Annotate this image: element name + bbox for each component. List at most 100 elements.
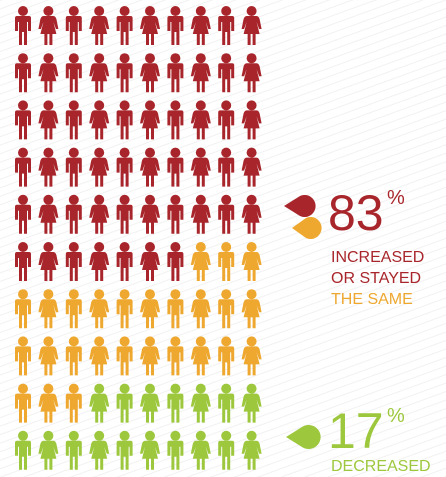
person-icon bbox=[140, 147, 160, 187]
person-icon bbox=[167, 194, 184, 234]
icon-body bbox=[15, 393, 31, 423]
person-icon bbox=[218, 242, 235, 281]
person-icon bbox=[190, 6, 211, 45]
icon-head bbox=[195, 430, 206, 441]
icon-head bbox=[43, 242, 54, 252]
icon-body bbox=[140, 63, 160, 93]
icon-body bbox=[190, 346, 211, 376]
icon-body bbox=[38, 440, 59, 470]
icon-head bbox=[170, 289, 181, 300]
icon-head bbox=[170, 242, 181, 252]
icon-head bbox=[18, 430, 28, 441]
icon-head bbox=[18, 147, 28, 158]
icon-body bbox=[167, 393, 184, 423]
icon-body bbox=[241, 252, 262, 281]
icon-head bbox=[68, 242, 79, 252]
icon-body bbox=[65, 299, 82, 329]
icon-head bbox=[18, 242, 28, 252]
icon-body bbox=[167, 252, 184, 281]
icon-head bbox=[43, 383, 54, 394]
icon-head bbox=[221, 289, 232, 300]
icon-head bbox=[221, 53, 232, 64]
icon-body bbox=[140, 110, 160, 140]
icon-head bbox=[119, 242, 130, 252]
person-icon bbox=[65, 430, 82, 470]
person-icon bbox=[116, 383, 133, 423]
icon-head bbox=[170, 383, 181, 394]
person-icon bbox=[140, 383, 160, 423]
icon-head bbox=[221, 194, 232, 205]
person-icon bbox=[167, 383, 184, 423]
icon-head bbox=[18, 289, 28, 300]
icon-head bbox=[68, 430, 79, 441]
person-icon bbox=[116, 430, 133, 470]
person-icon bbox=[65, 383, 82, 423]
icon-body bbox=[241, 110, 262, 140]
icon-body bbox=[241, 63, 262, 93]
icon-body bbox=[38, 110, 59, 140]
icon-body bbox=[65, 393, 82, 423]
person-icon bbox=[15, 336, 31, 376]
person-icon bbox=[38, 430, 59, 470]
icon-body bbox=[65, 440, 82, 470]
icon-body bbox=[241, 440, 262, 470]
icon-body bbox=[218, 157, 235, 187]
icon-body bbox=[15, 110, 31, 140]
icon-head bbox=[221, 100, 232, 111]
person-icon bbox=[218, 194, 235, 234]
icon-head bbox=[145, 147, 155, 158]
person-icon bbox=[65, 53, 82, 93]
icon-head bbox=[18, 6, 28, 16]
icon-head bbox=[145, 194, 155, 205]
icon-body bbox=[218, 16, 235, 45]
icon-body bbox=[15, 157, 31, 187]
icon-head bbox=[195, 242, 206, 252]
icon-head bbox=[119, 6, 130, 16]
person-icon bbox=[38, 53, 59, 93]
icon-head bbox=[43, 100, 54, 111]
icon-head bbox=[94, 430, 105, 441]
person-icon bbox=[167, 53, 184, 93]
icon-head bbox=[145, 336, 155, 347]
icon-head bbox=[119, 53, 130, 64]
icon-body bbox=[15, 16, 31, 45]
icon-body bbox=[190, 157, 211, 187]
icon-body bbox=[190, 440, 211, 470]
icon-head bbox=[119, 336, 130, 347]
person-icon bbox=[116, 6, 133, 45]
person-icon bbox=[116, 336, 133, 376]
person-icon bbox=[89, 289, 110, 329]
person-icon bbox=[116, 194, 133, 234]
person-icon bbox=[15, 430, 31, 470]
icon-body bbox=[241, 393, 262, 423]
callout-value: 17 bbox=[328, 403, 384, 459]
person-icon bbox=[140, 289, 160, 329]
icon-body bbox=[15, 63, 31, 93]
icon-body bbox=[116, 299, 133, 329]
icon-body bbox=[241, 157, 262, 187]
icon-head bbox=[170, 430, 181, 441]
person-icon bbox=[15, 100, 31, 140]
icon-body bbox=[89, 252, 110, 281]
person-icon bbox=[89, 53, 110, 93]
icon-head bbox=[170, 194, 181, 205]
icon-head bbox=[119, 194, 130, 205]
callout-icon-2 bbox=[286, 424, 321, 449]
person-icon bbox=[190, 53, 211, 93]
icon-body bbox=[218, 440, 235, 470]
person-icon bbox=[38, 336, 59, 376]
icon-body bbox=[140, 16, 160, 45]
icon-head bbox=[119, 289, 130, 300]
icon-head bbox=[94, 194, 105, 205]
icon-body bbox=[89, 63, 110, 93]
person-icon bbox=[218, 53, 235, 93]
icon-head bbox=[221, 147, 232, 158]
icon-head bbox=[145, 100, 155, 111]
icon-body bbox=[65, 16, 82, 45]
icon-head bbox=[18, 100, 28, 111]
person-icon bbox=[241, 100, 262, 140]
icon-head bbox=[119, 147, 130, 158]
icon-head bbox=[145, 383, 155, 394]
person-icon bbox=[167, 336, 184, 376]
icon-body bbox=[89, 393, 110, 423]
